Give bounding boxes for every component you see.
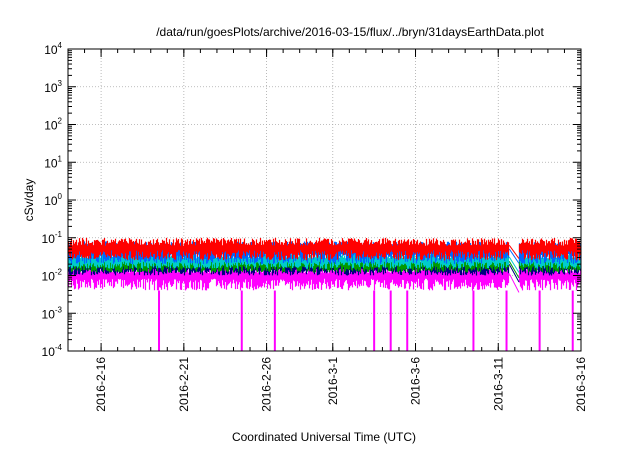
y-tick-label: 10-2 — [42, 268, 63, 284]
x-tick-labels: 2016-2-16 2016-2-21 2016-2-26 2016-3-1 2016-… — [94, 357, 588, 412]
y-tick-label: 103 — [44, 79, 62, 95]
series-layer — [67, 237, 582, 351]
series-gap-bridge — [508, 256, 520, 273]
y-tick-label: 102 — [44, 117, 62, 133]
x-tick-label: 2016-3-1 — [326, 357, 340, 405]
y-axis-label: cSv/day — [22, 179, 36, 222]
x-axis-label: Coordinated Universal Time (UTC) — [232, 430, 416, 444]
y-tick-label: 104 — [44, 41, 62, 57]
x-tick-label: 2016-3-16 — [574, 357, 588, 412]
series-gap-bridge — [508, 248, 520, 264]
x-tick-label: 2016-3-11 — [491, 357, 505, 411]
series-gap-bridge — [508, 263, 520, 283]
y-tick-label: 10-4 — [42, 343, 63, 359]
y-tick-label: 10-3 — [42, 305, 63, 321]
y-tick-label: 101 — [44, 154, 62, 170]
y-tick-label: 10-1 — [42, 230, 63, 246]
y-tick-label: 100 — [44, 192, 62, 208]
x-tick-label: 2016-2-26 — [260, 357, 274, 412]
grid — [68, 49, 582, 351]
series-gap-bridge — [508, 273, 520, 293]
x-tick-label: 2016-3-6 — [409, 357, 423, 405]
chart-title: /data/run/goesPlots/archive/2016-03-15/f… — [156, 25, 544, 39]
plot-frame — [67, 48, 582, 352]
series-gap-bridge — [508, 245, 520, 259]
x-tick-label: 2016-2-16 — [94, 357, 108, 412]
y-tick-labels: 10-4 10-3 10-2 10-1 100 101 102 103 104 — [42, 41, 63, 359]
x-tick-label: 2016-2-21 — [177, 357, 191, 412]
series-gap-bridge — [508, 260, 520, 279]
axis-ticks — [68, 48, 582, 352]
